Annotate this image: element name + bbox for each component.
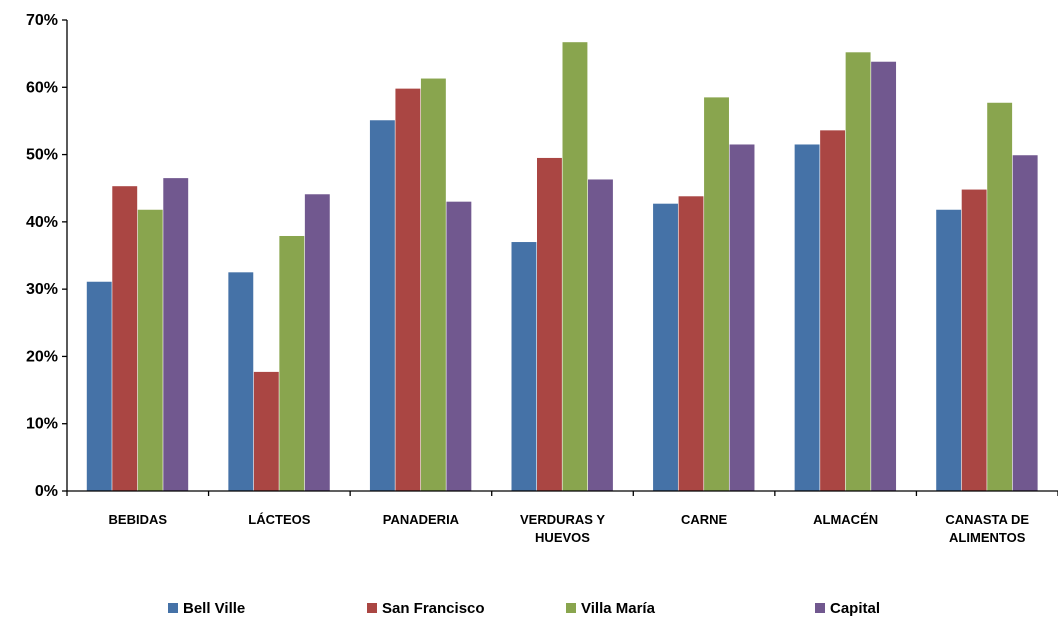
bar-san-francisco-4 — [678, 196, 704, 492]
x-tick-label: LÁCTEOS — [248, 512, 310, 527]
x-tick-label: BEBIDAS — [109, 512, 168, 527]
bar-san-francisco-5 — [820, 130, 846, 491]
bar-capital-1 — [304, 194, 330, 491]
y-tick-label: 10% — [26, 416, 58, 433]
bars-layer — [86, 42, 1038, 492]
bar-capital-5 — [871, 61, 897, 491]
legend-label: San Francisco — [382, 600, 485, 617]
bar-capital-4 — [729, 144, 755, 492]
x-tick-label: VERDURAS Y HUEVOS — [520, 512, 605, 545]
legend-swatch — [815, 603, 825, 613]
y-tick-label: 20% — [26, 348, 58, 365]
bar-villa-maría-3 — [562, 42, 588, 491]
y-tick-label: 70% — [26, 12, 58, 29]
bar-san-francisco-0 — [112, 186, 138, 491]
bar-capital-0 — [163, 178, 189, 491]
y-tick-label: 0% — [35, 483, 58, 500]
axes-layer — [62, 19, 1058, 496]
bar-san-francisco-6 — [961, 189, 987, 491]
legend-item-san-francisco: San Francisco — [367, 600, 485, 617]
x-tick-label: PANADERIA — [383, 512, 460, 527]
y-tick-label: 40% — [26, 214, 58, 231]
y-tick-label: 50% — [26, 147, 58, 164]
legend-item-bell-ville: Bell Ville — [168, 600, 245, 617]
bar-bell-ville-2 — [369, 120, 395, 491]
bar-san-francisco-2 — [395, 88, 421, 491]
bar-villa-maría-2 — [420, 78, 446, 491]
legend-item-capital: Capital — [815, 600, 880, 617]
bar-villa-maría-5 — [845, 52, 871, 492]
bar-bell-ville-3 — [511, 242, 537, 491]
bar-villa-maría-6 — [987, 102, 1013, 491]
bar-capital-2 — [446, 201, 472, 492]
legend-item-villa-maría: Villa María — [566, 600, 656, 617]
x-tick-label: CARNE — [681, 512, 728, 527]
bar-san-francisco-1 — [253, 371, 279, 491]
labels-layer: 0% 10% 20% 30% 40% 50% 60% 70% BEBIDAS LÁCTEOS PAN… — [26, 12, 1029, 545]
x-tick-label: CANASTA DE ALIMENTOS — [945, 512, 1029, 545]
legend-label: Bell Ville — [183, 600, 245, 617]
bar-villa-maría-4 — [704, 97, 729, 491]
bar-capital-3 — [588, 179, 613, 491]
bar-villa-maría-0 — [137, 209, 163, 491]
legend-label: Capital — [830, 600, 880, 617]
bar-capital-6 — [1012, 155, 1038, 492]
bar-bell-ville-0 — [86, 281, 112, 491]
legend-swatch — [367, 603, 377, 613]
bar-bell-ville-1 — [228, 272, 254, 491]
legend: Bell Ville San Francisco Villa María Capita… — [168, 600, 880, 617]
bar-bell-ville-6 — [936, 209, 962, 491]
legend-label: Villa María — [581, 600, 656, 617]
bar-san-francisco-3 — [537, 157, 562, 491]
bar-bell-ville-4 — [653, 203, 678, 491]
y-tick-label: 60% — [26, 79, 58, 96]
bar-bell-ville-5 — [794, 144, 820, 492]
x-tick-label: ALMACÉN — [813, 512, 878, 527]
legend-swatch — [168, 603, 178, 613]
legend-swatch — [566, 603, 576, 613]
bar-villa-maría-1 — [279, 235, 305, 491]
y-tick-label: 30% — [26, 281, 58, 298]
